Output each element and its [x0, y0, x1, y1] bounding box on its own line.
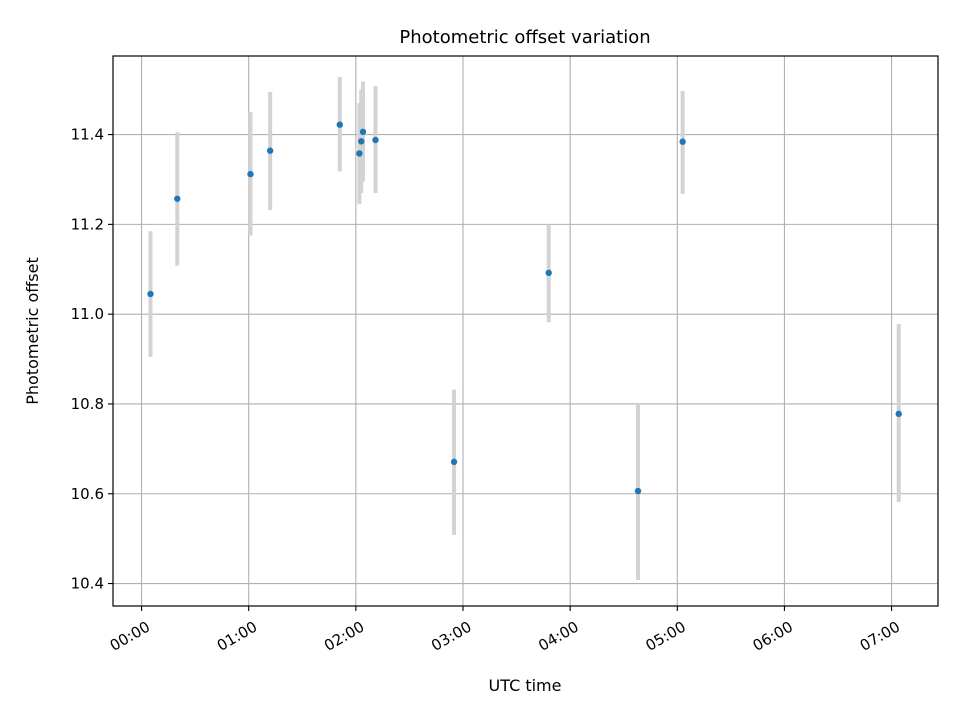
x-axis-title: UTC time — [489, 676, 562, 695]
y-tick-label: 11.0 — [71, 305, 104, 323]
data-point — [372, 136, 379, 144]
data-point — [147, 290, 154, 298]
grid-lines — [113, 56, 938, 606]
chart-title: Photometric offset variation — [399, 27, 650, 48]
y-axis-title: Photometric offset — [23, 257, 42, 405]
data-points — [147, 121, 902, 495]
y-tick-label: 11.2 — [71, 215, 104, 233]
data-point — [634, 487, 642, 495]
data-point — [174, 195, 181, 202]
data-point — [450, 458, 458, 466]
data-point — [895, 410, 902, 418]
y-tick-label: 10.4 — [71, 575, 104, 593]
data-point — [247, 170, 254, 178]
data-point — [358, 138, 365, 145]
plot-area-frame — [112, 55, 939, 607]
y-tick-label: 10.8 — [71, 395, 104, 413]
data-point — [359, 128, 367, 136]
data-point — [545, 269, 552, 277]
y-tick-label: 11.4 — [71, 126, 104, 144]
data-point — [266, 147, 274, 154]
data-point — [356, 150, 363, 157]
y-tick-label: 10.6 — [71, 485, 104, 503]
data-point — [336, 121, 343, 128]
data-point — [679, 138, 686, 145]
